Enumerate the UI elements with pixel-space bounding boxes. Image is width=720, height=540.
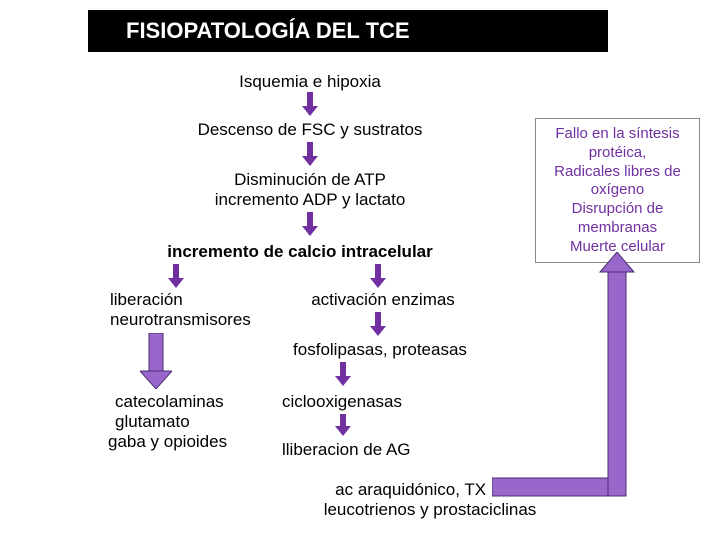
sidebox-l2: protéica, [544, 144, 691, 163]
arrow-down-icon [302, 142, 318, 166]
node-gaba: gaba y opioides [108, 432, 227, 452]
node-calcio: incremento de calcio intracelular [130, 242, 470, 262]
arrow-down-icon [302, 92, 318, 116]
sidebox-consequences: Fallo en la síntesis protéica, Radicales… [535, 118, 700, 263]
sidebox-l4: oxígeno [544, 181, 691, 200]
node-glutamato: glutamato [115, 412, 190, 432]
sidebox-l1: Fallo en la síntesis [544, 125, 691, 144]
node-araquidonico-2: leucotrienos y prostaciclinas [280, 500, 580, 520]
node-liberacion-2: neurotransmisores [110, 310, 251, 330]
arrow-down-icon [335, 414, 351, 436]
arrow-down-big-icon [140, 333, 172, 389]
arrow-down-icon [168, 264, 184, 288]
sidebox-l5: Disrupción de [544, 200, 691, 219]
node-ciclo: ciclooxigenasas [282, 392, 402, 412]
arrow-down-icon [335, 362, 351, 386]
arrow-down-icon [370, 312, 386, 336]
page-title: FISIOPATOLOGÍA DEL TCE [126, 18, 410, 44]
arrow-down-icon [370, 264, 386, 288]
sidebox-l3: Radicales libres de [544, 163, 691, 182]
title-bar: FISIOPATOLOGÍA DEL TCE [88, 10, 608, 52]
node-liberacion-1: liberación [110, 290, 183, 310]
node-activacion: activación enzimas [288, 290, 478, 310]
node-descenso: Descenso de FSC y sustratos [160, 120, 460, 140]
node-atp-1: Disminución de ATP [190, 170, 430, 190]
arrow-elbow-up-icon [492, 252, 652, 502]
node-fosfolipasas: fosfolipasas, proteasas [265, 340, 495, 360]
node-catecolaminas: catecolaminas [115, 392, 224, 412]
node-ag: lliberacion de AG [282, 440, 411, 460]
node-atp-2: incremento ADP y lactato [190, 190, 430, 210]
sidebox-l6: membranas [544, 219, 691, 238]
arrow-down-icon [302, 212, 318, 236]
node-isquemia: Isquemia e hipoxia [210, 72, 410, 92]
